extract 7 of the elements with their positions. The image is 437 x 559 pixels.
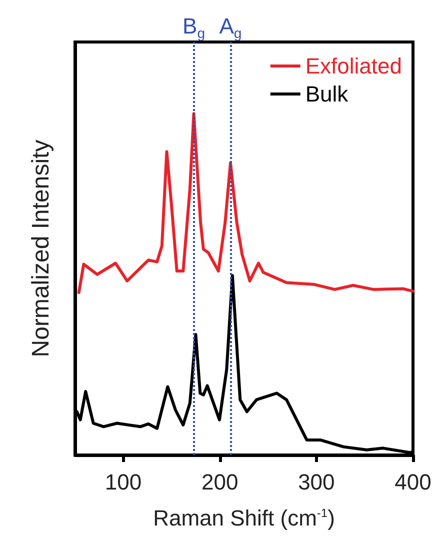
x-tick-label: 100 [104,470,142,494]
y-axis-title: Normalized Intensity [28,140,54,358]
legend-label: Exfoliated [305,54,402,78]
x-tick-label: 300 [298,470,335,494]
x-tick-label: 400 [394,470,432,494]
x-tick-label: 200 [202,470,238,494]
legend-label: Bulk [305,82,350,106]
